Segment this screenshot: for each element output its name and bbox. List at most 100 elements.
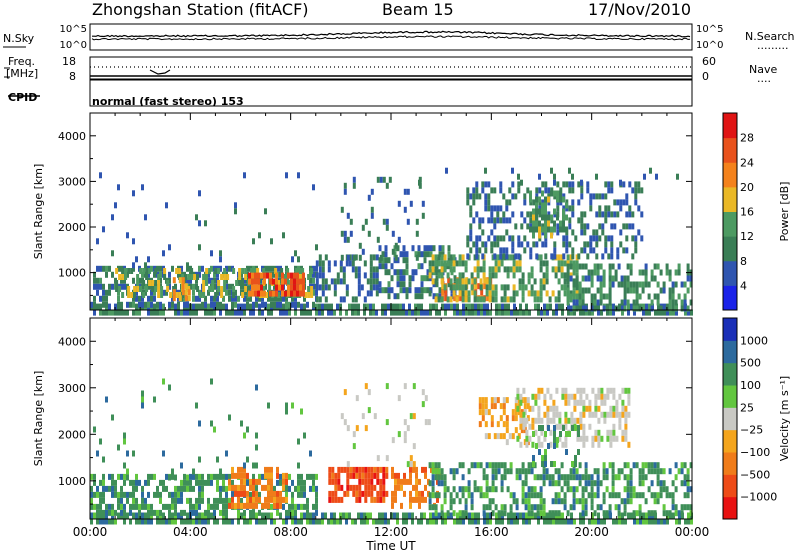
power-cell	[266, 272, 269, 279]
velocity-cell	[564, 435, 568, 442]
power-cell	[327, 284, 331, 291]
power-cell	[207, 271, 210, 278]
power-cell	[671, 293, 675, 300]
velocity-cell	[360, 518, 363, 525]
power-cell	[440, 260, 444, 267]
power-cell	[575, 260, 579, 267]
power-cell	[384, 287, 388, 294]
power-cell	[611, 275, 615, 282]
power-cell	[240, 309, 243, 316]
velocity-cell	[505, 397, 509, 404]
velocity-cell	[267, 402, 270, 409]
velocity-cell	[174, 474, 177, 481]
power-cell	[479, 296, 483, 303]
power-cell	[471, 289, 475, 296]
velocity-cell	[570, 518, 573, 525]
power-cell	[657, 309, 660, 316]
velocity-cell	[358, 484, 362, 491]
velocity-cell	[186, 512, 189, 519]
velocity-cell	[641, 468, 645, 475]
power-cell	[345, 284, 349, 291]
velocity-cell	[464, 504, 468, 511]
power-cell	[470, 284, 474, 291]
power-cell	[237, 309, 240, 316]
power-cell	[571, 181, 575, 188]
power-cell	[108, 265, 111, 272]
power-cell	[496, 211, 500, 218]
power-cell	[474, 309, 477, 316]
velocity-cell	[570, 512, 573, 519]
velocity-cell	[558, 423, 562, 430]
velocity-cell	[246, 426, 249, 433]
velocity-cell	[343, 466, 347, 473]
power-cell	[162, 250, 165, 257]
velocity-cell	[222, 518, 225, 525]
velocity-cell	[666, 518, 669, 525]
power-cell	[414, 309, 417, 316]
velocity-cell	[517, 409, 521, 416]
power-cell	[296, 284, 299, 291]
power-cell	[519, 309, 522, 316]
power-cell	[553, 173, 556, 180]
velocity-cell	[246, 472, 249, 479]
velocity-cell	[452, 498, 456, 505]
velocity-cell	[264, 472, 267, 479]
velocity-cell	[467, 492, 471, 499]
power-cell	[384, 269, 388, 276]
power-cell	[491, 266, 495, 273]
power-cell	[487, 205, 491, 212]
velocity-cell	[671, 492, 675, 499]
velocity-cell	[572, 474, 576, 481]
power-cell	[312, 271, 315, 278]
velocity-cell	[228, 478, 231, 485]
power-cell	[243, 309, 246, 316]
power-cell	[502, 217, 506, 224]
power-cell	[565, 214, 568, 221]
power-cell	[346, 212, 350, 219]
velocity-cell	[671, 480, 675, 487]
power-cell	[375, 290, 379, 297]
power-cell	[349, 230, 353, 237]
velocity-cell	[461, 474, 465, 481]
velocity-cell	[246, 479, 249, 486]
power-cell	[538, 173, 541, 180]
power-cell	[99, 172, 102, 179]
power-cell	[644, 263, 648, 270]
velocity-cell	[252, 484, 255, 491]
velocity-cell	[352, 472, 356, 479]
power-cell	[509, 266, 513, 273]
velocity-cell	[201, 518, 204, 525]
velocity-cell	[201, 473, 204, 480]
velocity-cell	[581, 498, 585, 505]
nsearch-label: N.Search	[745, 30, 795, 43]
velocity-cell	[397, 472, 400, 479]
power-cell	[518, 284, 522, 291]
power-cell	[406, 218, 410, 225]
velocity-cell	[579, 423, 583, 430]
power-cell	[443, 284, 447, 291]
power-cell	[599, 287, 603, 294]
velocity-cell	[584, 504, 588, 511]
velocity-cell	[632, 510, 636, 517]
velocity-cell	[117, 491, 120, 498]
velocity-cell	[297, 438, 300, 445]
velocity-cell	[624, 429, 628, 436]
power-cell	[589, 247, 593, 254]
power-cell	[321, 260, 325, 267]
power-cell	[484, 247, 488, 254]
power-cell	[300, 303, 303, 310]
power-cell	[474, 303, 477, 310]
velocity-cell	[567, 417, 571, 424]
power-cell	[254, 284, 257, 291]
power-cell	[560, 260, 564, 267]
velocity-cell	[612, 387, 616, 394]
power-cell	[472, 217, 476, 224]
power-cell	[475, 181, 479, 188]
velocity-cell	[288, 509, 291, 516]
power-cell	[581, 293, 585, 300]
power-cell	[315, 260, 319, 267]
velocity-cell	[114, 491, 117, 498]
power-cell	[610, 211, 614, 218]
velocity-cell	[412, 496, 415, 503]
power-cell	[578, 263, 582, 270]
